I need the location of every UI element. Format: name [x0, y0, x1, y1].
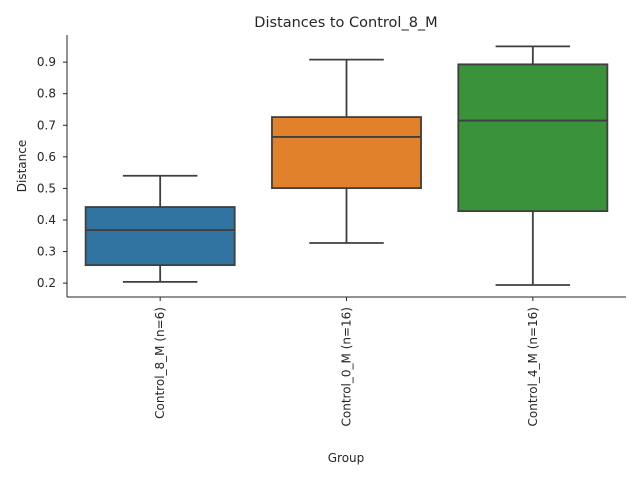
y-tick-label: 0.3: [37, 245, 56, 259]
y-tick-label: 0.8: [37, 87, 56, 101]
x-tick-label: Control_8_M (n=6): [153, 307, 167, 419]
y-tick-label: 0.2: [37, 276, 56, 290]
x-axis-label: Group: [328, 451, 365, 465]
box-group: [457, 45, 609, 286]
box-group: [271, 58, 422, 244]
y-tick-label: 0.4: [37, 213, 56, 227]
x-tick-label: Control_4_M (n=16): [526, 307, 540, 426]
x-tick-label: Control_0_M (n=16): [340, 307, 354, 426]
y-tick-label: 0.7: [37, 118, 56, 132]
y-axis-label: Distance: [15, 140, 29, 192]
y-tick-label: 0.9: [37, 55, 56, 69]
y-tick-label: 0.6: [37, 150, 56, 164]
iqr-box: [271, 116, 422, 189]
iqr-box: [84, 206, 236, 267]
box-group: [84, 174, 236, 283]
iqr-box: [457, 63, 609, 213]
chart-title: Distances to Control_8_M: [254, 15, 437, 31]
y-tick-label: 0.5: [37, 181, 56, 195]
